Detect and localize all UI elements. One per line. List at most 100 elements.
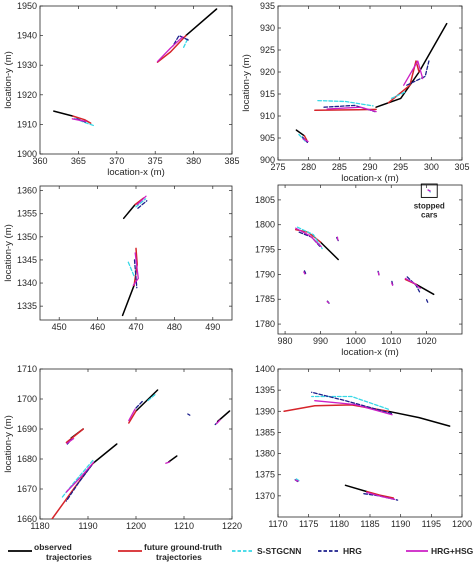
y-tick-label: 1680 <box>17 454 37 464</box>
series-group <box>294 189 435 304</box>
trajectory-sstgcnn <box>317 99 374 107</box>
y-tick-label: 1350 <box>17 232 37 242</box>
trajectory-future <box>156 34 187 63</box>
x-tick-label: 1175 <box>299 519 318 529</box>
y-tick-label: 1910 <box>17 119 37 129</box>
trajectory-hrg_hsg <box>404 277 421 289</box>
y-tick-label: 915 <box>260 89 275 99</box>
x-tick-label: 1180 <box>330 519 349 529</box>
legend-label-hrg_hsg: HRG+HSG dot. <box>431 546 474 556</box>
trajectory-hrg_hsg <box>326 106 377 113</box>
x-tick-label: 1210 <box>174 521 194 531</box>
trajectory-hrg <box>133 259 138 289</box>
x-tick-label: 490 <box>205 322 220 332</box>
y-tick-label: 1400 <box>255 364 275 374</box>
y-tick-label: 1780 <box>255 319 275 329</box>
trajectory-hrg_hsg <box>71 118 87 123</box>
trajectory-observed <box>122 203 136 220</box>
y-tick-label: 1390 <box>255 406 275 416</box>
trajectory-sstgcnn <box>135 198 147 208</box>
y-tick-label: 1800 <box>255 220 275 230</box>
trajectory-observed <box>121 284 135 317</box>
x-tick-label: 990 <box>313 336 328 346</box>
trajectory-hrg <box>135 399 144 409</box>
series-group <box>295 22 448 144</box>
trajectory-hrg <box>65 464 93 502</box>
y-tick-label: 1940 <box>17 31 37 41</box>
y-tick-label: 920 <box>260 67 275 77</box>
x-tick-label: 1180 <box>30 521 49 531</box>
trajectory-hrg_hsg <box>302 138 309 143</box>
chart-panel-2: 275 280 285 290 295 300 305 900 905 910 915 920 925 9… <box>241 1 470 184</box>
y-tick-label: 1340 <box>17 278 37 288</box>
trajectory-hrg_hsg <box>136 195 147 206</box>
y-tick-label: 935 <box>260 1 275 11</box>
trajectory-hrg <box>137 200 148 209</box>
trajectory-hrg_hsg <box>303 271 306 275</box>
chart-panel-5: 1180 1190 1200 1210 1220 1660 1670 1680 1690 1700… <box>3 364 242 531</box>
x-axis-label: location-x (m) <box>341 347 399 358</box>
trajectory-hrg_hsg <box>427 189 431 192</box>
x-tick-label: 980 <box>278 336 293 346</box>
trajectory-hrg_hsg <box>295 479 299 482</box>
trajectory-observed <box>167 455 178 463</box>
trajectory-hrg_hsg <box>314 400 393 416</box>
trajectory-observed <box>92 443 118 465</box>
trajectory-hrg_hsg <box>156 36 184 63</box>
x-tick-label: 1020 <box>417 336 437 346</box>
plot-area <box>277 184 463 335</box>
x-tick-label: 380 <box>186 156 201 166</box>
trajectory-hrg_hsg <box>165 461 171 464</box>
x-tick-label: 370 <box>109 156 124 166</box>
trajectory-sstgcnn <box>127 261 135 277</box>
y-tick-label: 1375 <box>255 470 275 480</box>
y-tick-label: 1900 <box>17 149 37 159</box>
x-tick-label: 1170 <box>268 519 287 529</box>
x-tick-label: 1200 <box>452 519 472 529</box>
trajectory-hrg <box>187 413 191 416</box>
x-tick-label: 450 <box>52 322 67 332</box>
x-axis-label: location-x (m) <box>107 167 165 178</box>
trajectory-observed <box>185 8 218 37</box>
legend-label-future: trajectories <box>156 552 202 562</box>
y-tick-label: 905 <box>260 133 275 143</box>
trajectory-observed <box>53 110 74 117</box>
trajectory-sstgcnn <box>147 393 156 402</box>
trajectory-hrg_hsg <box>326 301 330 304</box>
trajectory-hrg_hsg <box>390 282 394 286</box>
series-group <box>283 391 451 501</box>
trajectory-hrg_hsg <box>215 419 221 425</box>
legend-label-observed: trajectories <box>46 552 92 562</box>
x-tick-label: 1185 <box>360 519 379 529</box>
trajectory-hrg_hsg <box>366 491 396 500</box>
x-tick-label: 280 <box>301 162 316 172</box>
x-tick-label: 1200 <box>126 521 146 531</box>
stopped-cars-box <box>420 183 438 198</box>
trajectory-hrg <box>172 34 189 47</box>
y-axis-label: location-y (m) <box>241 54 252 112</box>
trajectory-future <box>303 135 308 141</box>
x-tick-label: 1195 <box>422 519 441 529</box>
trajectory-sstgcnn <box>390 91 407 100</box>
trajectory-sstgcnn <box>182 38 189 49</box>
trajectory-sstgcnn <box>295 478 300 482</box>
x-tick-label: 470 <box>128 322 143 332</box>
y-tick-label: 1370 <box>255 491 275 501</box>
x-tick-label: 275 <box>270 162 285 172</box>
trajectory-hrg_hsg <box>132 252 139 286</box>
y-tick-label: 1355 <box>17 209 37 219</box>
legend-label-future: future ground-truth <box>144 542 222 552</box>
chart-panel-4: 980 990 1000 1010 1020 1780 1785 1790 1795 1800 18… <box>255 183 463 358</box>
trajectory-hrg <box>311 391 393 415</box>
legend-label-sstgcnn: S-STGCNN <box>257 546 301 556</box>
legend-label-observed: observed <box>34 542 72 552</box>
series-group <box>51 389 231 519</box>
x-tick-label: 1190 <box>78 521 97 531</box>
trajectory-observed <box>387 410 451 427</box>
x-tick-label: 1190 <box>391 519 410 529</box>
plot-area <box>39 368 233 520</box>
trajectory-observed <box>415 283 435 296</box>
trajectory-future <box>65 428 84 444</box>
